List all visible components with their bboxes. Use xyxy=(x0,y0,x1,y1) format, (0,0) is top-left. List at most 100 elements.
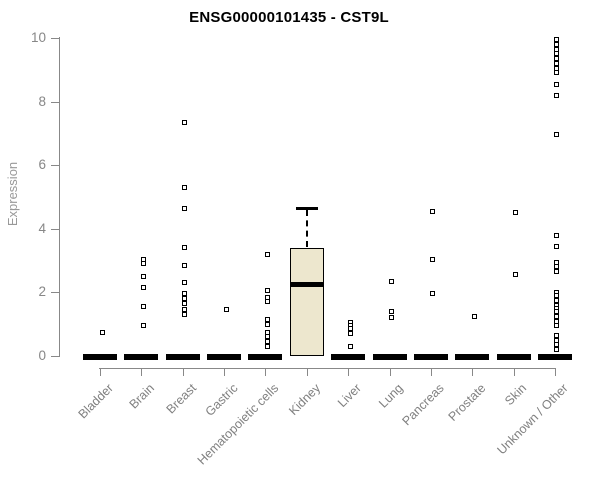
x-tick-label: Lung xyxy=(375,381,406,411)
data-point xyxy=(389,278,395,284)
data-point xyxy=(140,261,146,267)
data-point xyxy=(182,184,188,190)
data-point xyxy=(182,291,188,297)
x-tick-label: Liver xyxy=(335,381,365,411)
data-point xyxy=(554,259,560,265)
box-median-bar xyxy=(537,354,572,360)
box-median-line xyxy=(289,281,324,287)
data-point xyxy=(182,205,188,211)
x-axis-tick xyxy=(513,368,515,376)
x-axis-tick xyxy=(100,368,101,376)
x-tick-label: Prostate xyxy=(445,381,489,424)
data-point xyxy=(389,315,395,321)
y-axis-tick xyxy=(51,292,59,294)
data-point xyxy=(554,81,560,87)
data-point xyxy=(554,243,560,249)
y-axis-tick xyxy=(51,38,59,39)
data-point xyxy=(347,331,353,337)
data-point xyxy=(182,280,188,286)
box-median-bar xyxy=(496,354,531,360)
whisker-cap xyxy=(295,207,318,210)
data-point xyxy=(264,251,270,257)
box xyxy=(289,247,324,356)
data-point xyxy=(554,318,560,324)
data-point xyxy=(554,132,560,138)
box-median-bar xyxy=(372,354,407,360)
data-point xyxy=(554,269,560,275)
x-tick-label: Hematopoietic cells xyxy=(194,381,282,468)
x-tick-label: Skin xyxy=(502,381,530,409)
x-axis-tick xyxy=(472,368,474,376)
x-axis-tick xyxy=(265,368,267,376)
x-axis-tick xyxy=(430,368,432,376)
x-tick-label: Brain xyxy=(126,381,158,412)
y-axis-tick xyxy=(51,101,59,103)
data-point xyxy=(140,304,146,310)
data-point xyxy=(554,347,560,353)
data-point xyxy=(264,329,270,335)
whisker-line xyxy=(305,210,308,247)
x-axis-tick xyxy=(182,368,184,376)
data-point xyxy=(430,208,436,214)
data-point xyxy=(347,343,353,349)
data-point xyxy=(264,288,270,294)
data-point xyxy=(430,291,436,297)
box-median-bar xyxy=(165,354,200,360)
x-axis-tick xyxy=(348,368,350,376)
x-axis-tick xyxy=(389,368,391,376)
data-point xyxy=(223,307,229,313)
data-point xyxy=(554,342,560,348)
data-point xyxy=(554,264,560,270)
data-point xyxy=(513,210,519,216)
data-point xyxy=(182,296,188,302)
y-axis-tick xyxy=(51,228,59,230)
data-point xyxy=(513,272,519,278)
data-point xyxy=(182,301,188,307)
x-axis-tick xyxy=(141,368,143,376)
x-axis-tick xyxy=(224,368,226,376)
data-point xyxy=(471,313,477,319)
box-median-bar xyxy=(124,354,159,360)
data-point xyxy=(554,60,560,66)
box-median-bar xyxy=(413,354,448,360)
data-point xyxy=(554,46,560,52)
y-tick-label: 8 xyxy=(38,93,46,109)
x-tick-label: Gastric xyxy=(202,381,240,419)
y-axis-tick xyxy=(51,165,59,167)
data-point xyxy=(554,308,560,314)
data-point xyxy=(182,245,188,251)
x-tick-label: Pancreas xyxy=(399,381,447,429)
data-point xyxy=(554,92,560,98)
data-point xyxy=(182,119,188,125)
data-point xyxy=(554,65,560,71)
data-point xyxy=(140,274,146,279)
data-point xyxy=(554,293,560,299)
x-axis-tick xyxy=(306,368,308,376)
x-axis-tick xyxy=(554,368,556,376)
data-point xyxy=(264,339,270,345)
data-point xyxy=(554,51,560,57)
y-tick-label: 4 xyxy=(38,220,46,236)
data-point xyxy=(182,262,188,268)
data-point xyxy=(554,56,560,62)
data-point xyxy=(554,313,560,319)
data-point xyxy=(264,316,270,322)
y-axis-line xyxy=(59,37,60,357)
y-axis-tick xyxy=(51,356,59,357)
chart-title: ENSG00000101435 - CST9L xyxy=(189,9,389,26)
y-tick-label: 0 xyxy=(38,348,46,363)
data-point xyxy=(140,285,146,291)
x-axis-line xyxy=(98,368,557,369)
data-point xyxy=(554,323,560,329)
y-tick-label: 10 xyxy=(30,30,46,45)
data-point xyxy=(182,307,188,313)
box-median-bar xyxy=(83,354,117,360)
box-median-bar xyxy=(207,354,242,360)
data-point xyxy=(389,308,395,314)
y-tick-label: 6 xyxy=(38,157,46,173)
data-point xyxy=(140,256,146,262)
data-point xyxy=(554,70,560,76)
data-point xyxy=(347,326,353,332)
y-tick-label: 2 xyxy=(38,284,46,300)
